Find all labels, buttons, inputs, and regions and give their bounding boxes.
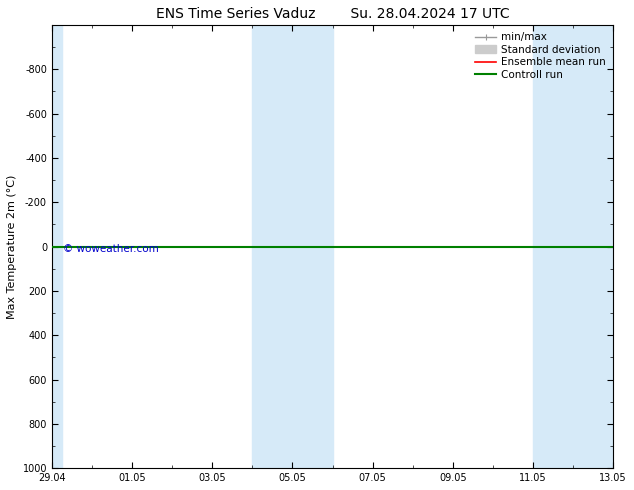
Bar: [52, 25, 62, 468]
Bar: [533, 25, 613, 468]
Bar: [252, 25, 333, 468]
Y-axis label: Max Temperature 2m (°C): Max Temperature 2m (°C): [7, 174, 17, 318]
Legend: min/max, Standard deviation, Ensemble mean run, Controll run: min/max, Standard deviation, Ensemble me…: [473, 30, 608, 82]
Text: © woweather.com: © woweather.com: [63, 245, 159, 254]
Title: ENS Time Series Vaduz        Su. 28.04.2024 17 UTC: ENS Time Series Vaduz Su. 28.04.2024 17 …: [156, 7, 509, 21]
